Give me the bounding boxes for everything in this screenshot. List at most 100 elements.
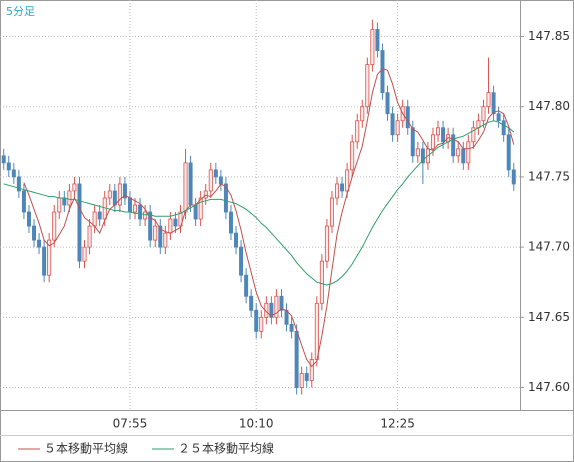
candle-body (294, 330, 299, 388)
candle-body (11, 169, 16, 178)
y-tick-label: 147.80 (528, 99, 570, 113)
legend-label: ２５本移動平均線 (178, 441, 274, 456)
candle-body (340, 183, 345, 192)
candle-body (244, 274, 249, 297)
candle-body (380, 50, 385, 94)
candle-body (249, 295, 254, 311)
candle-body (314, 302, 319, 360)
candle-body (223, 183, 228, 213)
candle-body (213, 169, 218, 178)
candle-body (395, 120, 400, 136)
candle-body (127, 197, 132, 213)
moving-average-line (23, 68, 515, 368)
candle-body (370, 29, 375, 65)
y-tick-label: 147.65 (528, 310, 570, 324)
candle-body (456, 148, 461, 157)
candle-body (62, 197, 67, 206)
candle-body (390, 113, 395, 136)
candle-body (148, 211, 153, 241)
candle-body (112, 190, 117, 206)
candle-body (122, 183, 127, 199)
candle-body (107, 190, 112, 199)
candle-body (173, 218, 178, 227)
candle-body (496, 113, 501, 122)
candle-body (481, 106, 486, 122)
y-tick-label: 147.75 (528, 169, 570, 183)
candle-body (37, 239, 42, 248)
y-tick-label: 147.70 (528, 240, 570, 254)
candle-body (259, 316, 264, 332)
candle-body (375, 29, 380, 51)
candle-body (436, 127, 441, 136)
candle-body (92, 211, 97, 227)
candle-body (153, 225, 158, 241)
candle-body (269, 302, 274, 318)
candle-body (451, 134, 456, 157)
candle-body (138, 204, 143, 220)
candle-body (67, 190, 72, 206)
candle-body (420, 148, 425, 164)
candle-body (461, 148, 466, 164)
candle-body (26, 211, 31, 227)
candle-body (203, 190, 208, 199)
candle-body (198, 197, 203, 220)
candle-body (47, 239, 52, 276)
candle-body (319, 260, 324, 304)
candle-body (304, 373, 309, 381)
candle-body (158, 225, 163, 248)
candle-body (82, 246, 87, 262)
candle-body (284, 309, 289, 325)
candle-body (279, 295, 284, 311)
x-tick-label: 10:10 (239, 417, 274, 431)
candle-body (32, 225, 37, 241)
candle-body (324, 225, 329, 262)
moving-average-line (3, 120, 515, 286)
candle-body (501, 120, 506, 136)
candle-body (410, 127, 415, 157)
candle-body (471, 127, 476, 143)
candle-body (415, 148, 420, 157)
x-tick-label: 07:55 (113, 417, 148, 431)
candle-body (117, 183, 122, 206)
candle-body (234, 232, 239, 248)
candle-body (87, 225, 92, 248)
candle-body (42, 246, 47, 276)
candle-body (133, 204, 138, 213)
candle-body (345, 169, 350, 192)
y-tick-label: 147.85 (528, 29, 570, 43)
candle-body (143, 211, 148, 220)
candle-body (21, 190, 26, 213)
candle-body (430, 134, 435, 150)
x-tick-label: 12:25 (380, 417, 415, 431)
y-tick-label: 147.60 (528, 380, 570, 394)
candle-body (506, 134, 511, 171)
candle-body (97, 211, 102, 220)
candle-body (299, 373, 304, 388)
candle-body (329, 197, 334, 227)
legend-label: ５本移動平均線 (44, 441, 128, 456)
chart-title: 5分足 (6, 5, 35, 18)
candle-body (77, 183, 82, 262)
candle-body (254, 309, 259, 332)
candle-body (355, 120, 360, 143)
candle-body (52, 211, 57, 241)
candle-body (72, 183, 77, 192)
candle-body (335, 183, 340, 199)
candle-body (188, 162, 193, 206)
candle-body (486, 92, 491, 108)
candle-body (441, 127, 446, 143)
candle-body (57, 197, 62, 213)
candle-body (208, 169, 213, 192)
candle-body (309, 359, 314, 381)
candle-body (360, 106, 365, 122)
candle-body (385, 92, 390, 115)
candle-body (218, 176, 223, 185)
candle-body (274, 295, 279, 318)
candle-body (16, 176, 21, 192)
candle-body (289, 323, 294, 332)
candle-body (168, 218, 173, 234)
candle-body (163, 232, 168, 248)
candle-body (1, 155, 6, 164)
